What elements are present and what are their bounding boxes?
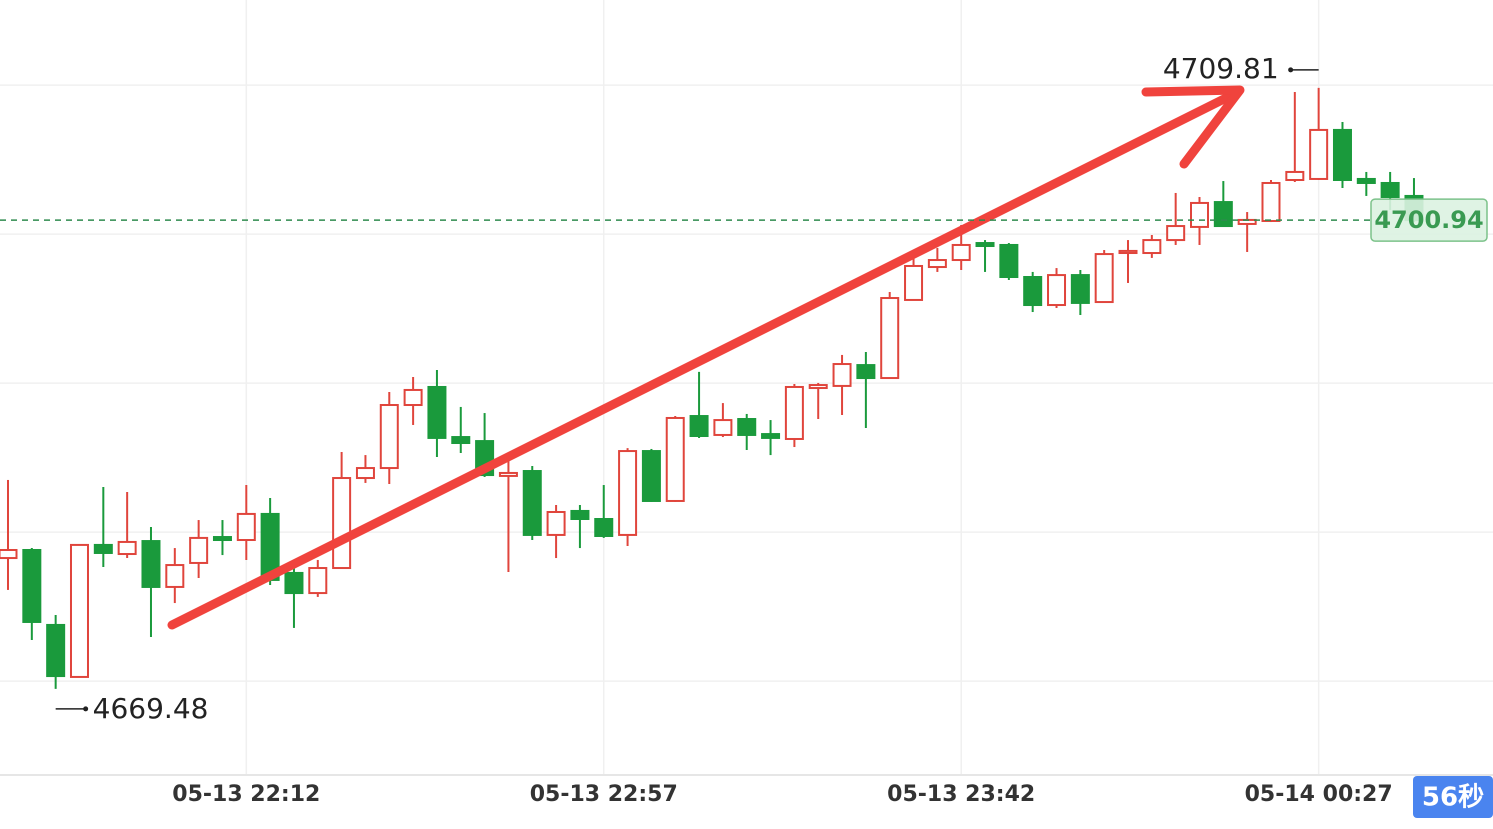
candle-body [1309, 128, 1329, 180]
min-marker-dot [83, 706, 89, 712]
candle-body [284, 571, 304, 595]
candle-body [451, 436, 471, 445]
candle-body [498, 471, 518, 477]
candle-body [904, 264, 924, 301]
candle-body [427, 385, 447, 439]
candle-body [1261, 181, 1281, 222]
arrow-head [1141, 85, 1245, 169]
candle-body [880, 297, 900, 380]
candle-body [69, 543, 89, 678]
candle-body [93, 543, 113, 554]
overlay: 05-13 22:12 05-13 22:57 05-13 23:42 05-14 0… [0, 52, 1493, 818]
candle-body [737, 418, 757, 436]
candle-body [522, 470, 542, 536]
candle-body [1190, 201, 1209, 228]
candle-body [117, 540, 137, 556]
last-price-label: 4700.94 [1374, 206, 1483, 234]
candle-body [189, 536, 209, 564]
candle-body [1166, 225, 1186, 242]
candle-body [332, 477, 352, 570]
countdown: 56秒 [1422, 783, 1484, 813]
candle-body [1070, 274, 1090, 304]
x-tick-label: 05-13 23:42 [887, 782, 1035, 807]
candle-body [832, 363, 852, 387]
candle-body [165, 564, 185, 588]
candle-body [212, 536, 232, 542]
candle-body [927, 259, 947, 269]
max-price-label: 4709.81 [1163, 52, 1279, 85]
x-tick-label: 05-13 22:57 [530, 782, 678, 807]
candle-body [355, 467, 375, 480]
candle-body [1094, 253, 1114, 304]
candle-body [379, 404, 399, 470]
candle-body [999, 243, 1019, 279]
max-marker-dot [1288, 67, 1294, 73]
arrow-shaft [167, 87, 1243, 630]
candle-body [1285, 170, 1305, 182]
x-tick-label: 05-13 22:12 [172, 782, 320, 807]
candle-body [546, 510, 566, 536]
candle-body [403, 388, 423, 407]
candle-body [665, 416, 685, 502]
candle-body [594, 518, 614, 537]
candle-body [1380, 181, 1400, 198]
candle-body [761, 433, 781, 439]
candle-body [808, 384, 828, 390]
candle-body [46, 623, 66, 678]
candle-body [618, 450, 638, 536]
candle-body [856, 364, 876, 380]
candle-body [1356, 177, 1376, 184]
candle-body [1047, 274, 1067, 307]
candle-body [689, 415, 709, 438]
candle-body [784, 385, 804, 440]
grid [0, 0, 1493, 775]
candle-body [1332, 128, 1352, 182]
candle-body [713, 419, 733, 436]
candle-body [141, 540, 161, 588]
countdown-badge [1413, 776, 1493, 818]
x-tick-label: 05-14 00:27 [1245, 782, 1393, 807]
candle-body [975, 242, 995, 248]
candle-body [1118, 249, 1138, 255]
candle-body [236, 512, 256, 542]
candle-body [951, 243, 971, 262]
last-price-box [1370, 198, 1488, 242]
candle-body [1023, 276, 1043, 307]
candle-body [570, 509, 590, 521]
trend-arrow [167, 85, 1245, 630]
candle-body [1142, 239, 1162, 255]
candle-body [0, 548, 18, 560]
candle-body [1213, 201, 1233, 228]
candles [0, 87, 1424, 689]
candle-body [22, 548, 42, 623]
candle-body [641, 450, 661, 502]
candle-body [308, 567, 328, 595]
min-price-label: 4669.48 [93, 692, 209, 725]
